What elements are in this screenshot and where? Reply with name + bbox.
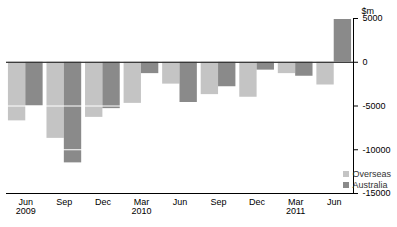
html-text:Australia: Australia — [352, 179, 388, 190]
svg-text:0: 0 — [363, 57, 368, 67]
html-text:Overseas: Overseas — [352, 168, 391, 179]
svg-text:Jun: Jun — [173, 197, 188, 207]
svg-text:Sep: Sep — [56, 197, 72, 207]
svg-text:-5000: -5000 — [363, 101, 386, 111]
svg-text:Mar2010: Mar2010 — [131, 197, 151, 216]
svg-text:Dec: Dec — [95, 197, 112, 207]
svg-text:Jun: Jun — [327, 197, 342, 207]
svg-text:Jun2009: Jun2009 — [16, 197, 36, 216]
svg-text:Dec: Dec — [249, 197, 266, 207]
svg-text:$m: $m — [362, 6, 375, 16]
svg-text:5000: 5000 — [362, 13, 383, 24]
svg-text:Mar2011: Mar2011 — [286, 197, 305, 216]
svg-text:Sep: Sep — [211, 197, 227, 207]
svg-text:-15000: -15000 — [363, 188, 391, 198]
svg-text:-10000: -10000 — [363, 145, 391, 155]
